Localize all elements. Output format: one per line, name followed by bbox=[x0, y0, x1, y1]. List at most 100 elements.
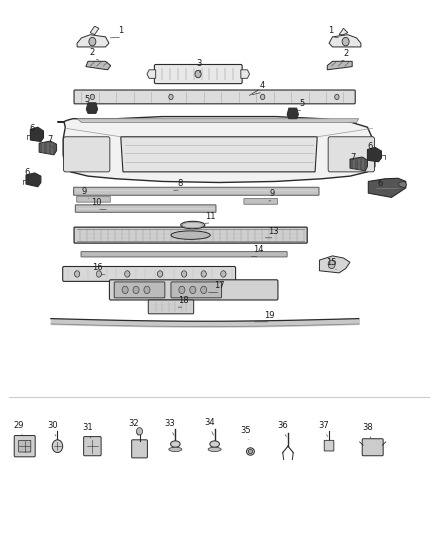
Circle shape bbox=[261, 94, 265, 100]
Circle shape bbox=[181, 271, 187, 277]
Ellipse shape bbox=[248, 449, 253, 454]
Ellipse shape bbox=[247, 448, 254, 455]
Polygon shape bbox=[57, 117, 375, 182]
Text: 6: 6 bbox=[367, 142, 372, 151]
Text: 15: 15 bbox=[326, 258, 337, 267]
Text: 33: 33 bbox=[165, 419, 176, 428]
Circle shape bbox=[125, 271, 130, 277]
Polygon shape bbox=[77, 119, 359, 123]
Circle shape bbox=[179, 286, 185, 294]
Text: 5: 5 bbox=[85, 95, 90, 104]
Polygon shape bbox=[77, 35, 109, 47]
Circle shape bbox=[195, 70, 201, 78]
FancyBboxPatch shape bbox=[328, 137, 374, 172]
FancyBboxPatch shape bbox=[74, 187, 319, 195]
FancyBboxPatch shape bbox=[132, 440, 148, 458]
FancyBboxPatch shape bbox=[14, 435, 35, 457]
Text: 2: 2 bbox=[90, 47, 95, 56]
FancyBboxPatch shape bbox=[84, 437, 101, 456]
FancyBboxPatch shape bbox=[110, 280, 278, 300]
Text: 6: 6 bbox=[29, 124, 35, 133]
Circle shape bbox=[221, 271, 226, 277]
Circle shape bbox=[328, 260, 335, 269]
Text: 11: 11 bbox=[205, 212, 215, 221]
Text: 1: 1 bbox=[328, 26, 333, 35]
Ellipse shape bbox=[210, 441, 219, 447]
Text: 10: 10 bbox=[91, 198, 101, 207]
Text: 14: 14 bbox=[253, 245, 264, 254]
Polygon shape bbox=[26, 173, 41, 187]
Text: 4: 4 bbox=[259, 81, 265, 90]
Circle shape bbox=[335, 94, 339, 100]
Polygon shape bbox=[367, 148, 381, 162]
Text: 37: 37 bbox=[318, 421, 329, 430]
Circle shape bbox=[144, 286, 150, 294]
Polygon shape bbox=[39, 141, 57, 155]
Polygon shape bbox=[327, 61, 352, 70]
Polygon shape bbox=[90, 26, 99, 35]
FancyBboxPatch shape bbox=[74, 90, 355, 104]
FancyBboxPatch shape bbox=[148, 300, 194, 314]
Text: 9: 9 bbox=[82, 187, 87, 196]
Polygon shape bbox=[319, 256, 350, 273]
Polygon shape bbox=[30, 127, 43, 142]
Circle shape bbox=[89, 37, 96, 46]
Text: 19: 19 bbox=[264, 311, 275, 320]
Ellipse shape bbox=[169, 447, 182, 451]
Circle shape bbox=[201, 271, 206, 277]
Text: 35: 35 bbox=[241, 426, 251, 435]
Polygon shape bbox=[147, 70, 155, 78]
Circle shape bbox=[96, 271, 102, 277]
Polygon shape bbox=[86, 61, 111, 70]
Circle shape bbox=[137, 427, 143, 435]
FancyBboxPatch shape bbox=[244, 198, 278, 204]
Text: 6: 6 bbox=[378, 179, 383, 188]
FancyBboxPatch shape bbox=[63, 266, 236, 281]
FancyBboxPatch shape bbox=[114, 282, 165, 298]
Polygon shape bbox=[86, 103, 98, 114]
FancyBboxPatch shape bbox=[75, 205, 216, 212]
Text: 1: 1 bbox=[118, 26, 124, 35]
Text: 8: 8 bbox=[177, 179, 182, 188]
Text: 5: 5 bbox=[299, 99, 304, 108]
Polygon shape bbox=[121, 137, 317, 172]
Polygon shape bbox=[399, 181, 407, 188]
Circle shape bbox=[190, 286, 196, 294]
FancyBboxPatch shape bbox=[324, 440, 334, 451]
Circle shape bbox=[342, 37, 349, 46]
Polygon shape bbox=[287, 108, 298, 119]
Ellipse shape bbox=[170, 441, 180, 447]
Text: 7: 7 bbox=[351, 153, 356, 162]
Text: 3: 3 bbox=[197, 59, 202, 68]
Polygon shape bbox=[350, 157, 367, 171]
Circle shape bbox=[201, 286, 207, 294]
Polygon shape bbox=[339, 28, 348, 35]
Polygon shape bbox=[241, 70, 250, 78]
Text: 34: 34 bbox=[204, 418, 215, 427]
Ellipse shape bbox=[208, 447, 221, 451]
Circle shape bbox=[157, 271, 162, 277]
Text: 30: 30 bbox=[47, 421, 57, 430]
Ellipse shape bbox=[182, 222, 203, 228]
Text: 17: 17 bbox=[214, 281, 224, 290]
Text: 6: 6 bbox=[24, 168, 30, 177]
Circle shape bbox=[122, 286, 128, 294]
FancyBboxPatch shape bbox=[81, 252, 287, 257]
Text: 36: 36 bbox=[277, 421, 288, 430]
Circle shape bbox=[52, 440, 63, 453]
FancyBboxPatch shape bbox=[64, 137, 110, 172]
Text: 13: 13 bbox=[268, 227, 279, 236]
Text: 9: 9 bbox=[270, 189, 275, 198]
FancyBboxPatch shape bbox=[362, 439, 383, 456]
Circle shape bbox=[169, 94, 173, 100]
Text: 18: 18 bbox=[178, 296, 188, 305]
Text: 32: 32 bbox=[128, 419, 139, 428]
FancyBboxPatch shape bbox=[171, 282, 222, 298]
Circle shape bbox=[74, 271, 80, 277]
FancyBboxPatch shape bbox=[77, 196, 110, 202]
FancyBboxPatch shape bbox=[154, 64, 242, 84]
Polygon shape bbox=[329, 35, 361, 47]
Circle shape bbox=[90, 94, 95, 100]
Ellipse shape bbox=[171, 231, 210, 239]
Text: 16: 16 bbox=[92, 263, 103, 272]
